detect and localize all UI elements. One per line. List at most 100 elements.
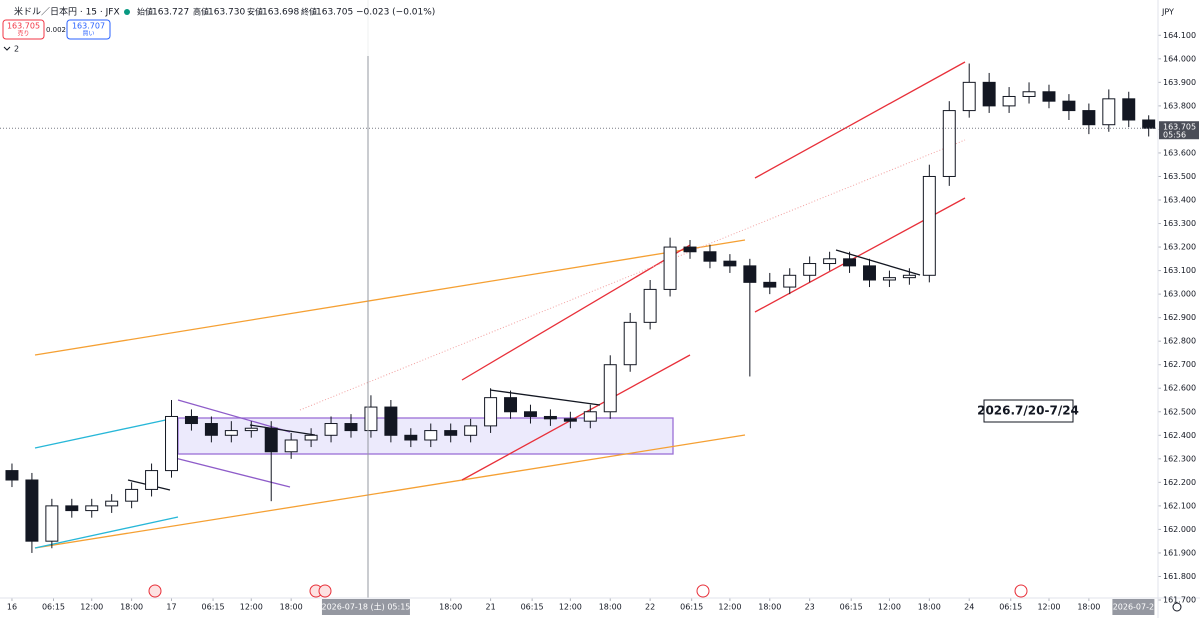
- candle-body: [922, 175, 936, 276]
- x-tick-label: 17: [166, 603, 176, 612]
- candle-body: [284, 439, 298, 453]
- y-tick-label: 163.400: [1163, 196, 1196, 205]
- y-tick-label: 162.200: [1163, 478, 1196, 487]
- y-tick-label: 163.900: [1163, 78, 1196, 87]
- trend-line: [34, 516, 179, 549]
- x-tick-label: 22: [645, 603, 655, 612]
- candle-body: [244, 427, 258, 432]
- candle-body: [1142, 119, 1156, 129]
- candle-body: [1062, 100, 1076, 112]
- candle-body: [1002, 95, 1016, 107]
- candle-body: [1082, 110, 1096, 126]
- sell-button[interactable]: [2, 19, 45, 40]
- trend-line: [34, 239, 746, 356]
- trend-line: [34, 434, 746, 549]
- countdown: 05:56: [1163, 131, 1186, 140]
- candle-body: [902, 274, 916, 279]
- y-tick-label: 164.000: [1163, 54, 1196, 63]
- candle-body: [583, 411, 597, 422]
- x-tick-label: 12:00: [1037, 603, 1060, 612]
- y-tick-label: 163.300: [1163, 219, 1196, 228]
- x-tick-label: 16: [7, 603, 17, 612]
- candle-body: [882, 277, 896, 281]
- x-tick-label: 18:00: [1077, 603, 1100, 612]
- candle-body: [683, 246, 697, 253]
- candle-body: [444, 430, 458, 436]
- candle-body: [783, 274, 797, 288]
- candle-body: [184, 415, 198, 425]
- x-tick-label: 12:00: [80, 603, 103, 612]
- x-tick-label: 21: [485, 603, 495, 612]
- end-label: 2026-07-2: [1113, 603, 1154, 612]
- change: −0.023 (−0.01%): [356, 8, 435, 18]
- candle-body: [563, 418, 577, 422]
- candle-body: [1122, 98, 1136, 121]
- candle-body: [424, 430, 438, 441]
- event-icon: [1014, 584, 1028, 598]
- sell-price[interactable]: 163.705: [7, 22, 40, 31]
- candle-body: [264, 427, 278, 453]
- trend-line: [461, 354, 691, 481]
- candle-body: [763, 281, 777, 288]
- x-tick-label: 06:15: [840, 603, 863, 612]
- candle-body: [364, 406, 378, 432]
- ohlc-label: 高値: [193, 7, 209, 17]
- candle-body: [224, 430, 238, 436]
- candle-body: [543, 415, 557, 420]
- candle-body: [85, 505, 99, 512]
- x-tick-label: 18:00: [439, 603, 462, 612]
- plot-area: [0, 34, 1161, 601]
- event-icon: [696, 584, 710, 598]
- candle-body: [105, 500, 119, 507]
- x-tick-label: 06:15: [42, 603, 65, 612]
- sell-label[interactable]: 売り: [17, 30, 29, 38]
- candle-body: [504, 397, 518, 413]
- candle-body: [703, 251, 717, 262]
- candle-body: [643, 288, 657, 323]
- candle-body: [324, 423, 338, 436]
- candle-body: [823, 258, 837, 265]
- buy-label[interactable]: 買い: [82, 31, 94, 38]
- y-tick-label: 163.100: [1163, 266, 1196, 275]
- buy-price[interactable]: 163.707: [72, 22, 105, 31]
- x-tick-label: 12:00: [718, 603, 741, 612]
- ohlc-value: 163.705: [316, 8, 353, 18]
- x-tick-label: 18:00: [918, 603, 941, 612]
- buy-button[interactable]: [66, 19, 111, 40]
- candle-body: [1022, 91, 1036, 97]
- y-tick-label: 161.900: [1163, 548, 1196, 557]
- y-tick-label: 162.000: [1163, 525, 1196, 534]
- ohlc-label: 終値: [301, 7, 317, 17]
- indicator-count[interactable]: 2: [14, 45, 19, 54]
- candle-body: [204, 423, 218, 436]
- candle-body: [404, 434, 418, 441]
- candle-body: [523, 411, 537, 417]
- collapse-icon[interactable]: [3, 46, 11, 51]
- candle-body: [603, 364, 617, 413]
- y-tick-label: 163.200: [1163, 243, 1196, 252]
- y-tick-label: 162.600: [1163, 384, 1196, 393]
- candle-body: [843, 258, 857, 267]
- candle-body: [1042, 91, 1056, 102]
- ohlc-value: 163.727: [152, 8, 189, 18]
- candle-body: [464, 425, 478, 436]
- trend-line: [754, 61, 966, 179]
- trend-line: [461, 244, 691, 381]
- y-tick-label: 162.800: [1163, 337, 1196, 346]
- y-tick-label: 163.500: [1163, 172, 1196, 181]
- y-tick-label: 164.100: [1163, 31, 1196, 40]
- y-tick-label: 163.800: [1163, 101, 1196, 110]
- y-tick-label: 163.600: [1163, 148, 1196, 157]
- x-tick-label: 06:15: [202, 603, 225, 612]
- ohlc-label: 始値: [137, 7, 153, 17]
- settings-icon[interactable]: [1172, 602, 1182, 612]
- ohlc-label: 安値: [247, 7, 263, 17]
- candle-body: [165, 415, 178, 472]
- last-price-label: 163.705: [1163, 123, 1196, 132]
- x-tick-label: 18:00: [758, 603, 781, 612]
- y-tick-label: 162.300: [1163, 454, 1196, 463]
- candle-body: [743, 265, 757, 283]
- candle-body: [65, 505, 79, 512]
- trend-line: [249, 424, 316, 436]
